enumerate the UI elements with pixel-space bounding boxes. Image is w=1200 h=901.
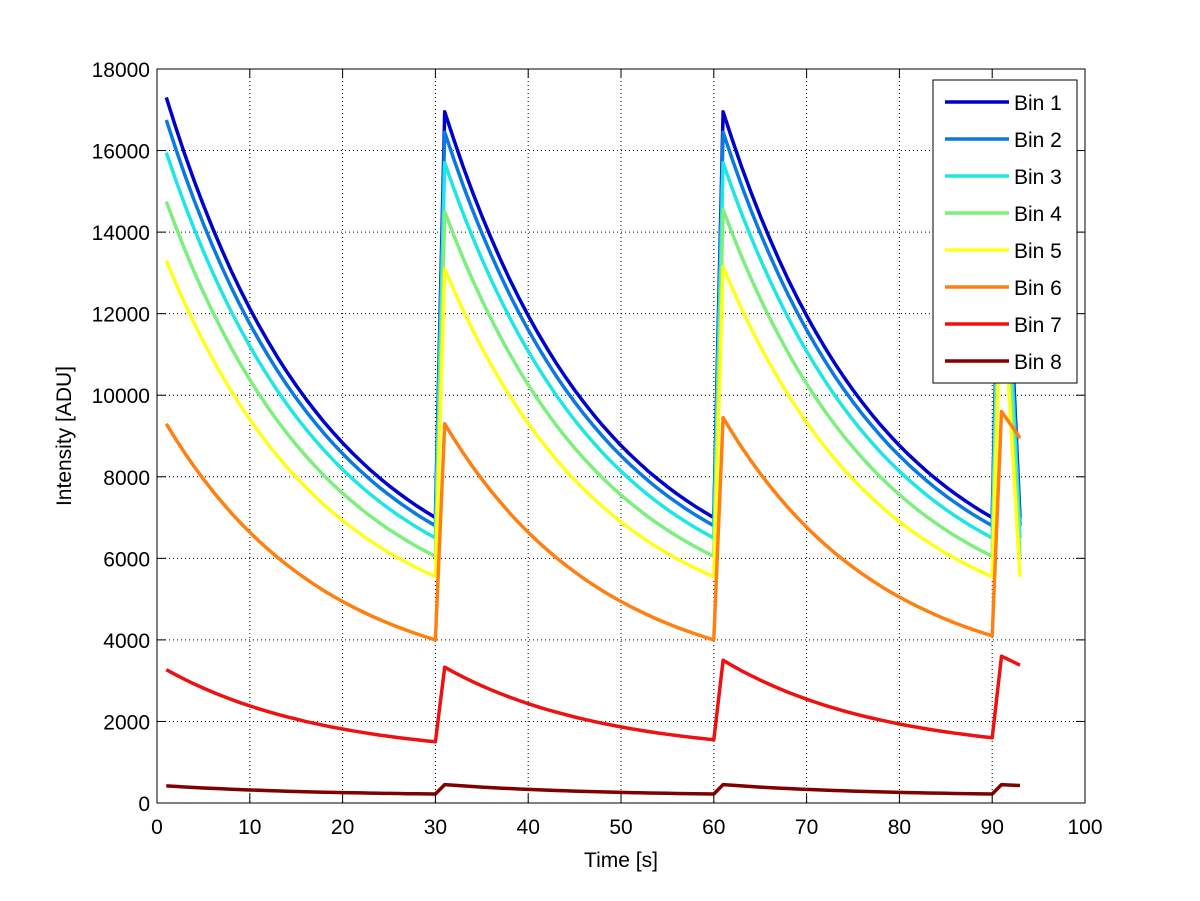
y-tick-label: 12000 [92,304,150,327]
y-tick-label: 8000 [103,467,150,490]
x-tick-label: 70 [795,816,818,839]
y-tick-label: 18000 [92,59,150,82]
x-tick-label: 30 [424,816,447,839]
legend-label: Bin 7 [1014,314,1062,337]
x-tick-label: 20 [331,816,354,839]
series-line-bin-6 [164,409,1022,642]
x-tick-label: 80 [888,816,911,839]
x-tick-label: 40 [517,816,540,839]
x-axis-label: Time [s] [584,849,658,872]
legend-label: Bin 6 [1014,277,1062,300]
axis-ticks: 0 10 20 30 40 50 60 70 80 90 100 0 2000 4000 6000 8000 1… [92,59,1103,839]
series-line-bin-4 [164,200,1022,559]
y-tick-label: 2000 [103,711,150,734]
legend-item: Bin 6 [945,277,1062,300]
y-tick-label: 6000 [103,548,150,571]
legend-item: Bin 1 [945,92,1062,115]
legend-item: Bin 4 [945,203,1062,226]
legend-label: Bin 3 [1014,166,1062,189]
series-layer [164,96,1022,796]
legend: Bin 1 Bin 2 Bin 3 Bin 4 Bin 5 Bin 6 Bin 7 Bin 8 [932,79,1078,384]
series-line-bin-1 [164,96,1022,520]
x-tick-label: 60 [702,816,725,839]
y-tick-label: 16000 [92,141,150,164]
y-tick-label: 10000 [92,385,150,408]
x-tick-label: 90 [981,816,1004,839]
legend-item: Bin 5 [945,240,1062,263]
legend-item: Bin 8 [945,351,1062,374]
legend-item: Bin 7 [945,314,1062,337]
y-tick-label: 0 [138,793,150,816]
x-tick-label: 0 [151,816,163,839]
series-line-bin-5 [164,260,1022,579]
legend-label: Bin 1 [1014,92,1062,115]
y-tick-label: 4000 [103,630,150,653]
x-tick-label: 10 [238,816,261,839]
legend-item: Bin 3 [945,166,1062,189]
series-line-bin-8 [166,782,1021,796]
legend-label: Bin 5 [1014,240,1062,263]
y-tick-label: 14000 [92,222,150,245]
legend-label: Bin 2 [1014,129,1062,152]
legend-box [932,79,1078,384]
series-line-bin-7 [165,654,1021,744]
x-tick-label: 50 [609,816,632,839]
series-line-bin-3 [164,152,1022,540]
legend-item: Bin 2 [945,129,1062,152]
x-tick-label: 100 [1067,816,1102,839]
y-axis-label: Intensity [ADU] [53,366,76,506]
series-line-bin-2 [164,119,1022,528]
legend-label: Bin 4 [1014,203,1062,226]
legend-label: Bin 8 [1014,351,1062,374]
